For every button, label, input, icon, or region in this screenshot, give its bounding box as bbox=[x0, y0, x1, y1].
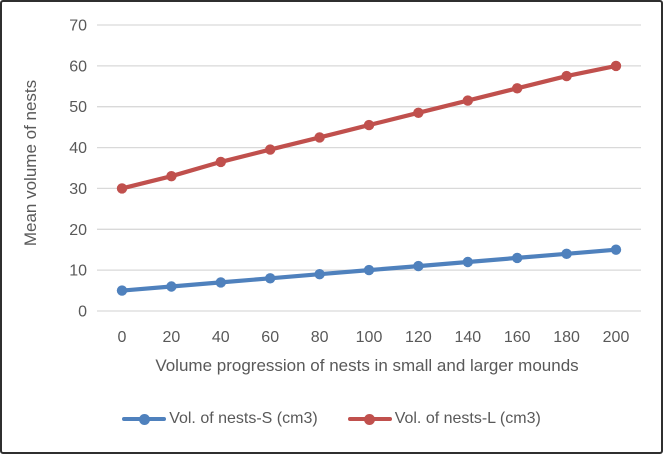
y-axis-title: Mean volume of nests bbox=[21, 79, 40, 247]
y-tick-label: 40 bbox=[69, 140, 87, 157]
data-point-marker-icon bbox=[561, 248, 572, 259]
data-point-marker-icon bbox=[413, 107, 424, 119]
data-point-marker-icon bbox=[265, 144, 276, 155]
y-tick-label: 30 bbox=[69, 181, 87, 198]
y-tick-label: 60 bbox=[69, 58, 87, 75]
data-point-marker-icon bbox=[363, 119, 375, 131]
legend: Vol. of nests-S (cm3) Vol. of nests-L (c… bbox=[2, 410, 661, 428]
x-tick-label: 20 bbox=[163, 329, 181, 346]
x-axis-title: Volume progression of nests in small and… bbox=[155, 356, 579, 375]
legend-label-nests-l: Vol. of nests-L (cm3) bbox=[394, 410, 541, 427]
x-tick-label: 40 bbox=[212, 329, 230, 346]
line-marker-icon bbox=[122, 413, 167, 426]
data-point-marker-icon bbox=[610, 60, 622, 72]
legend-label-nests-s: Vol. of nests-S (cm3) bbox=[169, 410, 318, 427]
data-point-marker-icon bbox=[116, 183, 128, 194]
data-point-marker-icon bbox=[116, 285, 128, 296]
data-point-marker-icon bbox=[215, 156, 226, 168]
data-point-marker-icon bbox=[512, 83, 523, 94]
y-tick-label: 20 bbox=[69, 222, 87, 239]
x-tick-label: 200 bbox=[603, 329, 630, 346]
x-tick-label: 160 bbox=[504, 329, 531, 346]
data-point-marker-icon bbox=[462, 256, 473, 268]
x-tick-label: 80 bbox=[311, 329, 329, 346]
y-tick-label: 10 bbox=[69, 263, 87, 280]
line-marker-icon bbox=[347, 413, 392, 426]
data-point-marker-icon bbox=[610, 244, 622, 255]
x-tick-label: 180 bbox=[553, 329, 580, 346]
x-tick-label: 0 bbox=[118, 329, 127, 346]
legend-entry-nests-s: Vol. of nests-S (cm3) bbox=[122, 410, 318, 428]
x-tick-label: 140 bbox=[454, 329, 481, 346]
data-point-marker-icon bbox=[462, 95, 473, 106]
x-tick-label: 100 bbox=[356, 329, 383, 346]
gridlines bbox=[97, 24, 641, 312]
data-point-marker-icon bbox=[314, 269, 325, 280]
data-point-marker-icon bbox=[413, 260, 424, 272]
x-tick-label: 60 bbox=[261, 329, 279, 346]
data-point-marker-icon bbox=[314, 132, 325, 143]
legend-entry-nests-l: Vol. of nests-L (cm3) bbox=[347, 410, 541, 428]
data-point-marker-icon bbox=[363, 264, 375, 276]
y-tick-label: 0 bbox=[78, 304, 87, 321]
y-tick-labels: 0 10 20 30 40 50 60 70 bbox=[69, 18, 87, 321]
data-point-marker-icon bbox=[265, 273, 276, 284]
data-point-marker-icon bbox=[166, 281, 177, 292]
y-tick-label: 70 bbox=[69, 18, 87, 35]
data-point-marker-icon bbox=[166, 171, 177, 182]
data-point-marker-icon bbox=[561, 70, 572, 82]
y-tick-label: 50 bbox=[69, 99, 87, 116]
x-tick-labels: 0 20 40 60 80 100 120 140 160 180 200 bbox=[118, 329, 630, 346]
series-lines bbox=[116, 60, 622, 296]
data-point-marker-icon bbox=[215, 277, 226, 288]
data-point-marker-icon bbox=[512, 252, 523, 264]
x-tick-label: 120 bbox=[405, 329, 432, 346]
